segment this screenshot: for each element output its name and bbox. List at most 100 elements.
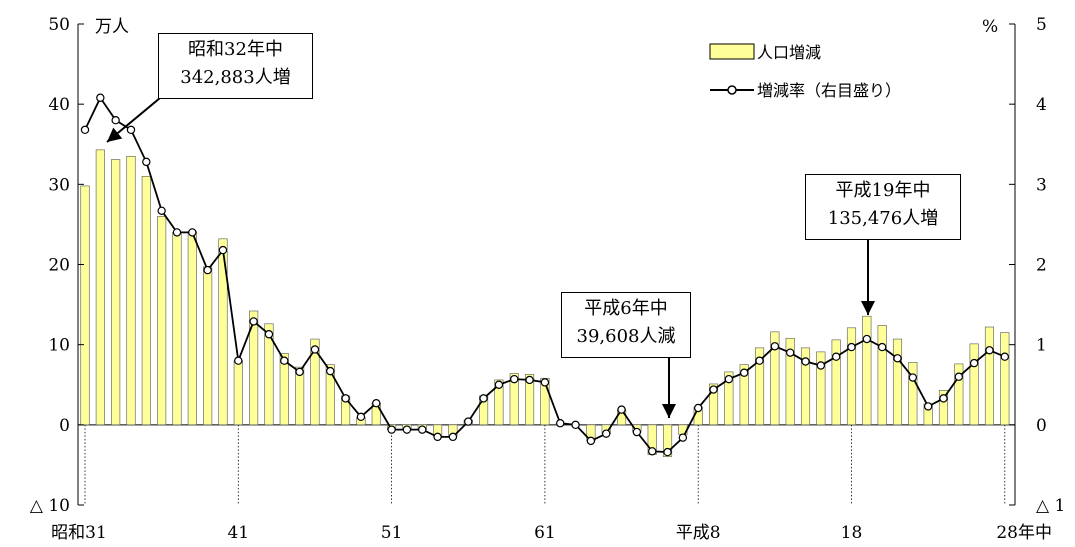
- left-tick-label-0: △ 10: [30, 496, 70, 516]
- x-tick-label-4: 平成8: [676, 523, 721, 543]
- bar-8: [203, 266, 213, 426]
- rate-point-23: [433, 432, 442, 442]
- x-axis-ticks: 昭和31 41 51 61 平成8 18 28年中: [51, 523, 1052, 543]
- rate-point-24: [448, 432, 458, 442]
- rate-point-28: [510, 374, 519, 384]
- rate-point-19: [372, 398, 381, 408]
- rate-point-20: [387, 425, 396, 434]
- rate-point-31: [556, 419, 565, 428]
- bar-43: [739, 364, 749, 426]
- bar-53: [892, 338, 903, 426]
- legend: 人口増減 増減率（右目盛り）: [709, 43, 901, 100]
- rate-point-30: [540, 378, 550, 387]
- bar-52: [877, 325, 887, 426]
- rate-point-27: [494, 380, 504, 389]
- rate-point-55: [923, 402, 933, 411]
- x-tick-label-1: 41: [227, 523, 249, 543]
- rate-point-53: [893, 354, 902, 363]
- rate-point-44: [755, 356, 764, 365]
- bar-5: [157, 216, 167, 426]
- bar-44: [754, 347, 765, 426]
- rate-point-13: [280, 356, 289, 365]
- bar-2: [111, 159, 121, 426]
- rate-point-8: [203, 265, 212, 275]
- rate-point-42: [724, 374, 734, 384]
- bar-27: [494, 379, 504, 426]
- rate-point-40: [694, 403, 703, 413]
- bar-14: [295, 366, 305, 426]
- bar-57: [954, 363, 964, 426]
- rate-point-5: [157, 206, 166, 215]
- left-axis-unit: 万人: [95, 17, 129, 37]
- bar-10: [233, 360, 243, 426]
- rate-point-45: [770, 342, 780, 351]
- bar-3: [126, 155, 136, 426]
- rate-point-52: [877, 342, 887, 352]
- bar-15: [310, 338, 320, 426]
- bar-45: [770, 331, 780, 426]
- rate-point-58: [969, 358, 979, 368]
- rate-point-38: [663, 447, 672, 457]
- bar-series: [80, 149, 1010, 457]
- bar-16: [325, 364, 335, 426]
- legend-line-marker: [727, 85, 737, 95]
- rate-point-60: [1000, 352, 1010, 361]
- rate-point-9: [218, 245, 228, 255]
- rate-point-34: [602, 429, 611, 438]
- rate-point-32: [571, 420, 580, 430]
- rate-point-21: [402, 425, 412, 434]
- annotation-heisei19-title: 平成19年中: [835, 180, 931, 201]
- rate-point-54: [908, 373, 918, 382]
- rate-point-51: [862, 334, 872, 344]
- x-tick-label-6: 28年中: [996, 523, 1052, 543]
- annotation-heisei6-value: 39,608人減: [576, 326, 676, 347]
- bar-54: [908, 362, 918, 426]
- x-tick-label-2: 51: [381, 523, 403, 543]
- rate-point-17: [341, 394, 350, 403]
- rate-point-6: [172, 228, 182, 237]
- right-tick-label-3: 2: [1036, 256, 1047, 276]
- rate-point-37: [648, 447, 657, 456]
- arrow-heisei19-head: [861, 301, 875, 315]
- rate-point-7: [188, 228, 197, 237]
- bar-11: [249, 310, 259, 426]
- rate-point-26: [479, 394, 488, 403]
- right-tick-label-0: △ 1: [1036, 496, 1065, 516]
- bar-58: [969, 343, 979, 426]
- rate-point-10: [234, 356, 243, 365]
- right-tick-label-2: 1: [1036, 336, 1047, 356]
- annotation-heisei6: 平成6年中 39,608人減: [561, 292, 691, 358]
- bar-51: [862, 315, 872, 426]
- rate-point-11: [249, 317, 258, 326]
- rate-point-49: [831, 352, 841, 361]
- rate-point-33: [586, 436, 596, 446]
- annotation-showa32: 昭和32年中 342,883人増: [158, 33, 313, 99]
- rate-point-39: [678, 433, 688, 442]
- rate-point-4: [142, 157, 151, 167]
- rate-point-35: [617, 405, 626, 414]
- left-tick-label-4: 30: [48, 175, 70, 195]
- right-axis-ticks: △ 1 0 1 2 3 4 5: [1009, 15, 1065, 516]
- rate-point-0: [80, 125, 90, 135]
- rate-point-46: [785, 348, 795, 357]
- rate-point-15: [310, 345, 320, 354]
- x-tick-label-0: 昭和31: [51, 523, 107, 543]
- bar-4: [141, 176, 151, 426]
- legend-bar-swatch: [709, 43, 755, 60]
- left-tick-label-2: 10: [48, 336, 70, 356]
- bar-46: [785, 337, 795, 426]
- left-tick-label-3: 20: [48, 256, 70, 276]
- bar-7: [187, 231, 197, 426]
- annotation-heisei6-title: 平成6年中: [584, 298, 668, 319]
- bar-47: [800, 347, 811, 426]
- bar-38: [662, 424, 673, 457]
- rate-point-2: [111, 115, 120, 125]
- left-tick-label-1: 0: [59, 416, 70, 436]
- rate-point-29: [525, 375, 534, 385]
- rate-point-3: [126, 125, 136, 135]
- bar-6: [172, 232, 182, 426]
- rate-point-47: [801, 357, 810, 366]
- legend-line-label: 増減率（右目盛り）: [757, 81, 901, 100]
- x-tick-label-5: 18: [841, 523, 863, 543]
